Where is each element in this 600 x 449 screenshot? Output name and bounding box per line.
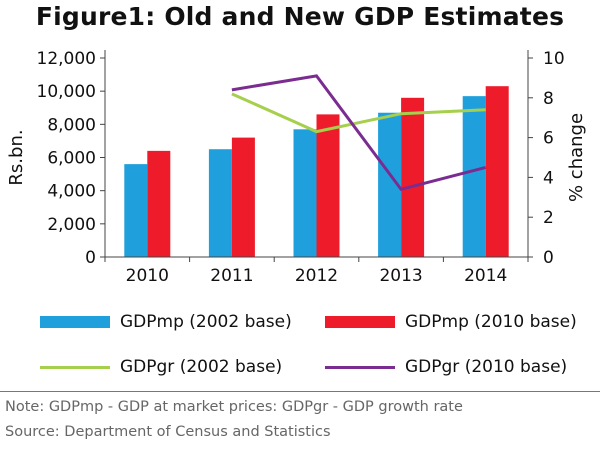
legend-item-gdpgr-2002: GDPgr (2002 base)	[40, 355, 282, 379]
y-tick-label-right: 0	[543, 248, 554, 268]
bar-gdpmp-2002-2011	[208, 149, 232, 257]
y-tick-label-left: 4,000	[47, 182, 96, 202]
line-gdpgr-2010	[231, 74, 487, 192]
y-tick-label-right: 2	[543, 208, 554, 228]
bar-gdpmp-2010-2011	[231, 137, 255, 257]
y-tick-label-right: 10	[543, 49, 565, 69]
y-tick-label-left: 2,000	[47, 215, 96, 235]
divider	[0, 391, 600, 392]
x-tick-label-2013: 2013	[379, 266, 422, 286]
legend-item-gdpgr-2010: GDPgr (2010 base)	[325, 355, 567, 379]
legend-label-gdpmp-2002: GDPmp (2002 base)	[120, 312, 292, 332]
bar-gdpmp-2002-2012	[293, 129, 317, 257]
line-gdpgr-2002	[231, 92, 486, 134]
y-tick-label-right: 8	[543, 89, 554, 109]
bar-gdpmp-2002-2013	[378, 112, 402, 257]
note-text: Note: GDPmp - GDP at market prices: GDPg…	[5, 399, 463, 415]
legend-swatch-gdpmp-2010	[325, 316, 395, 328]
source-text: Source: Department of Census and Statist…	[5, 424, 331, 440]
y-tick-label-left: 0	[85, 248, 96, 268]
bar-gdpmp-2010-2014	[485, 86, 509, 257]
x-tick-label-2012: 2012	[295, 266, 338, 286]
y-tick-label-left: 8,000	[47, 115, 96, 135]
x-tick-label-2010: 2010	[126, 266, 169, 286]
legend-swatch-gdpgr-2010	[325, 365, 395, 369]
y-tick-label-left: 10,000	[37, 82, 96, 102]
legend-item-gdpmp-2002: GDPmp (2002 base)	[40, 310, 292, 334]
y-tick-label-left: 6,000	[47, 149, 96, 169]
y-tick-label-left: 12,000	[37, 49, 96, 69]
legend-label-gdpgr-2010: GDPgr (2010 base)	[405, 357, 568, 377]
x-tick-label-2014: 2014	[464, 266, 507, 286]
legend-label-gdpgr-2002: GDPgr (2002 base)	[120, 357, 283, 377]
y-axis-title-right: % change	[566, 113, 587, 202]
y-tick-label-right: 6	[543, 129, 554, 149]
x-tick-label-2011: 2011	[210, 266, 253, 286]
legend-swatch-gdpmp-2002	[40, 316, 110, 328]
y-axis-title-left: Rs.bn.	[6, 129, 27, 185]
bar-gdpmp-2010-2012	[316, 114, 340, 257]
bar-gdpmp-2010-2010	[147, 150, 171, 257]
bar-gdpmp-2002-2010	[124, 164, 148, 257]
legend-swatch-gdpgr-2002	[40, 365, 110, 369]
bar-gdpmp-2002-2014	[462, 96, 486, 258]
legend-label-gdpmp-2010: GDPmp (2010 base)	[405, 312, 577, 332]
y-tick-label-right: 4	[543, 168, 554, 188]
gdp-chart: 0 2,000 4,000 6,000 8,000 10,000 12,000 0 2 4 6 8 10…	[6, 49, 587, 286]
legend-item-gdpmp-2010: GDPmp (2010 base)	[325, 310, 577, 334]
chart-title: Figure1: Old and New GDP Estimates	[35, 2, 565, 31]
bar-gdpmp-2010-2013	[401, 97, 425, 257]
